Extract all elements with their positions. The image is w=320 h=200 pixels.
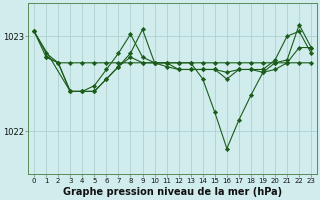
X-axis label: Graphe pression niveau de la mer (hPa): Graphe pression niveau de la mer (hPa) (63, 187, 282, 197)
